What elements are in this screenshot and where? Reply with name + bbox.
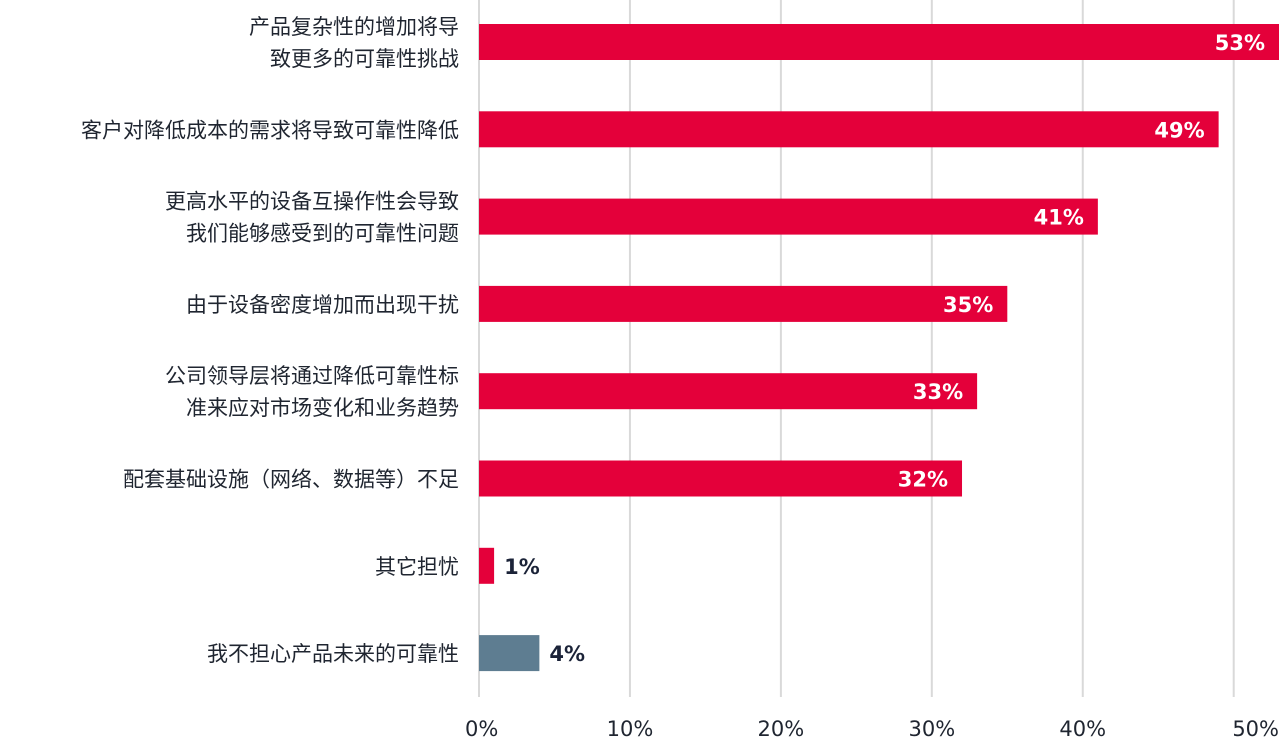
x-tick-label: 50% (1232, 717, 1279, 741)
category-label-line: 我不担心产品未来的可靠性 (207, 642, 459, 666)
value-label: 33% (913, 380, 963, 404)
category-label: 更高水平的设备互操作性会导致我们能够感受到的可靠性问题 (165, 190, 459, 246)
x-tick-label: 20% (758, 717, 805, 741)
bar (479, 198, 1098, 235)
category-label-line: 由于设备密度增加而出现干扰 (186, 293, 459, 317)
value-label: 53% (1215, 31, 1265, 55)
bar (479, 635, 540, 672)
category-label-line: 产品复杂性的增加将导 (249, 15, 459, 39)
bar (479, 460, 963, 497)
bar (479, 285, 1008, 322)
x-tick-label: 40% (1059, 717, 1106, 741)
category-label: 客户对降低成本的需求将导致可靠性降低 (81, 118, 459, 142)
x-tick-label: 30% (908, 717, 955, 741)
category-label-line: 客户对降低成本的需求将导致可靠性降低 (81, 118, 459, 142)
bar (479, 24, 1279, 60)
bar (479, 373, 978, 410)
category-label-line: 准来应对市场变化和业务趋势 (186, 396, 459, 420)
bars (479, 24, 1279, 672)
category-label: 我不担心产品未来的可靠性 (207, 642, 459, 666)
value-labels: 53% 49% 41% 35% 33% 32% 1% 4% (504, 31, 1265, 666)
value-label: 49% (1154, 118, 1204, 142)
value-label: 41% (1034, 206, 1084, 230)
category-label-line: 其它担忧 (375, 555, 459, 579)
category-label-line: 更高水平的设备互操作性会导致 (165, 190, 459, 214)
bar (479, 111, 1219, 148)
x-tick-label: 0% (465, 717, 498, 741)
category-label: 由于设备密度增加而出现干扰 (186, 293, 459, 317)
category-label-line: 配套基础设施（网络、数据等）不足 (123, 468, 459, 492)
gridlines (478, 0, 1235, 697)
category-labels: 产品复杂性的增加将导致更多的可靠性挑战客户对降低成本的需求将导致可靠性降低更高水… (81, 15, 459, 666)
x-axis-ticks: 0% 10% 20% 30% 40% 50% (465, 717, 1279, 741)
category-label: 其它担忧 (375, 555, 459, 579)
category-label: 公司领导层将通过降低可靠性标准来应对市场变化和业务趋势 (165, 364, 459, 420)
category-label: 配套基础设施（网络、数据等）不足 (123, 468, 459, 492)
value-label: 32% (898, 468, 948, 492)
x-tick-label: 10% (607, 717, 654, 741)
category-label-line: 公司领导层将通过降低可靠性标 (165, 364, 459, 388)
value-label: 1% (504, 555, 540, 579)
bar (479, 547, 495, 584)
value-label: 4% (549, 642, 585, 666)
category-label-line: 我们能够感受到的可靠性问题 (186, 222, 459, 246)
category-label-line: 致更多的可靠性挑战 (270, 47, 459, 71)
value-label: 35% (943, 293, 993, 317)
category-label: 产品复杂性的增加将导致更多的可靠性挑战 (249, 15, 459, 71)
